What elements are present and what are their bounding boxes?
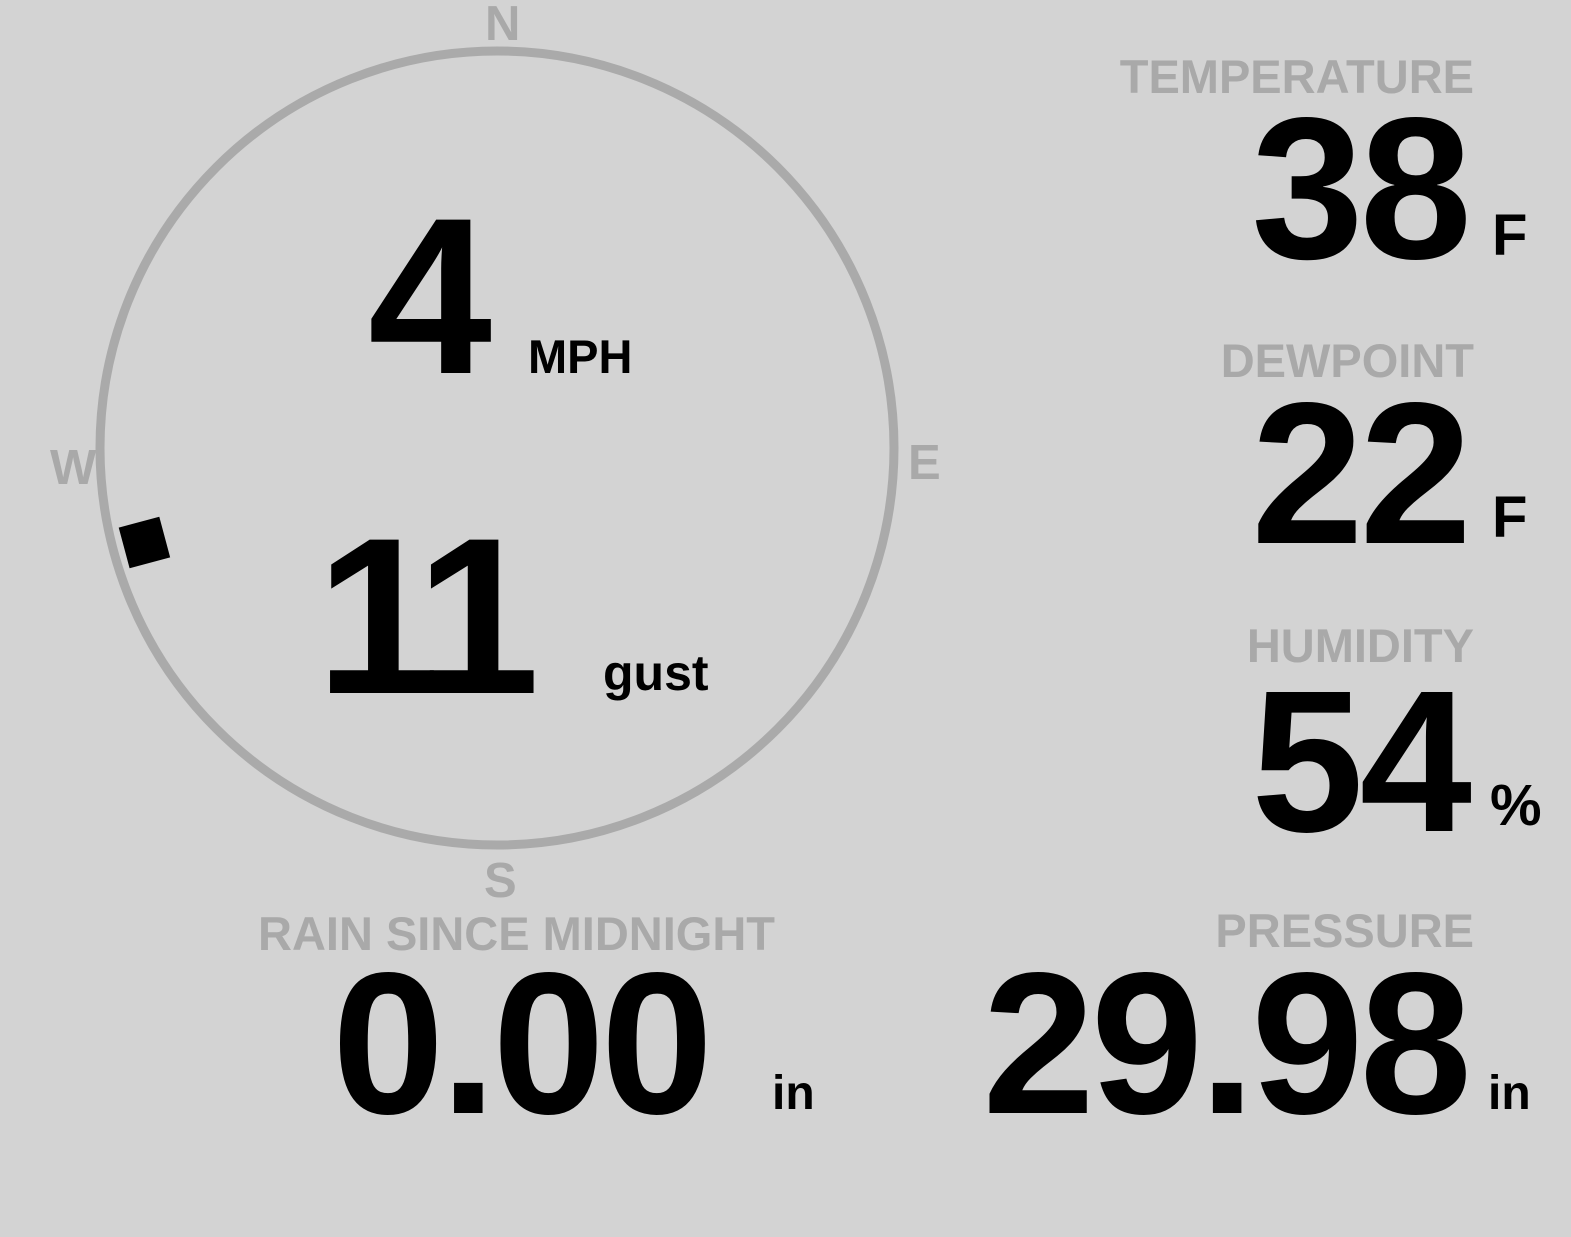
wind-speed-unit: MPH: [528, 330, 633, 383]
wind-gust-label: gust: [603, 645, 709, 701]
dewpoint-unit: F: [1492, 485, 1528, 550]
compass-e: E: [908, 436, 941, 490]
compass-w: W: [50, 441, 97, 495]
temperature-label: TEMPERATURE: [1119, 50, 1474, 103]
dewpoint-label: DEWPOINT: [1220, 334, 1474, 387]
wind-direction-marker: [118, 516, 171, 569]
wind-speed: 4: [368, 172, 492, 421]
dewpoint-value: 22: [1251, 360, 1472, 586]
humidity-unit: %: [1490, 773, 1542, 838]
compass-ring: [95, 46, 899, 850]
rain-label: RAIN SINCE MIDNIGHT: [258, 907, 775, 960]
humidity-label: HUMIDITY: [1246, 619, 1474, 672]
compass-s: S: [484, 854, 517, 908]
humidity-value: 54: [1251, 648, 1472, 874]
pressure-value: 29.98: [982, 930, 1472, 1156]
temperature-value: 38: [1251, 75, 1472, 301]
temperature-unit: F: [1492, 203, 1528, 268]
pressure-unit: in: [1488, 1067, 1531, 1120]
pressure-label: PRESSURE: [1215, 904, 1474, 957]
rain-value: 0.00: [332, 930, 713, 1156]
compass-n: N: [485, 0, 521, 51]
wind-gust: 11: [316, 492, 540, 741]
rain-unit: in: [772, 1067, 815, 1120]
